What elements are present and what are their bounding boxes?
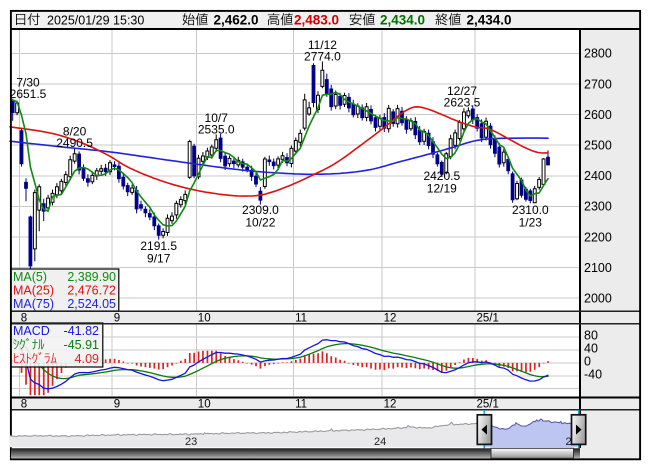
svg-text:23: 23 xyxy=(185,436,197,448)
svg-text:2200: 2200 xyxy=(584,230,612,244)
svg-text:-41.82: -41.82 xyxy=(64,324,99,338)
svg-text:10: 10 xyxy=(198,398,211,410)
svg-text:2774.0: 2774.0 xyxy=(304,49,341,63)
svg-text:MA(75): MA(75) xyxy=(13,297,54,311)
svg-text:2800: 2800 xyxy=(584,47,612,61)
svg-text:2651.5: 2651.5 xyxy=(10,87,47,101)
svg-text:10: 10 xyxy=(198,312,211,324)
svg-text:2400: 2400 xyxy=(584,169,612,183)
svg-text:12: 12 xyxy=(384,398,397,410)
svg-text:2,434.0: 2,434.0 xyxy=(380,12,425,27)
svg-text:0: 0 xyxy=(584,354,591,368)
svg-text:9/17: 9/17 xyxy=(147,252,171,266)
svg-text:11: 11 xyxy=(295,312,307,324)
svg-text:2,483.0: 2,483.0 xyxy=(294,12,339,27)
svg-text:10/7: 10/7 xyxy=(205,111,229,125)
svg-text:2025/01/29 15:30: 2025/01/29 15:30 xyxy=(47,13,144,27)
svg-text:MA(5): MA(5) xyxy=(13,270,47,284)
svg-text:10/22: 10/22 xyxy=(245,216,275,230)
svg-text:24: 24 xyxy=(374,436,386,448)
svg-text:2490.5: 2490.5 xyxy=(56,136,93,150)
svg-text:9: 9 xyxy=(114,312,120,324)
svg-text:2,476.72: 2,476.72 xyxy=(67,283,116,297)
svg-text:8: 8 xyxy=(21,312,27,324)
svg-text:8/20: 8/20 xyxy=(63,125,87,139)
svg-text:12/27: 12/27 xyxy=(447,84,477,98)
svg-text:2300: 2300 xyxy=(584,200,612,214)
svg-text:2623.5: 2623.5 xyxy=(444,95,481,109)
svg-text:12/19: 12/19 xyxy=(427,182,457,196)
svg-text:4.09: 4.09 xyxy=(75,352,99,366)
svg-text:MA(25): MA(25) xyxy=(13,283,54,297)
svg-text:2420.5: 2420.5 xyxy=(423,169,460,183)
svg-text:1/23: 1/23 xyxy=(519,215,543,229)
svg-text:25/1: 25/1 xyxy=(477,398,499,410)
svg-text:-40: -40 xyxy=(584,367,602,381)
svg-text:2309.0: 2309.0 xyxy=(242,203,279,217)
svg-text:8: 8 xyxy=(21,398,27,410)
svg-text:2,389.90: 2,389.90 xyxy=(67,270,116,284)
svg-text:25/1: 25/1 xyxy=(477,312,499,324)
svg-text:9: 9 xyxy=(114,398,120,410)
svg-text:2535.0: 2535.0 xyxy=(198,123,235,137)
svg-text:11: 11 xyxy=(295,398,307,410)
svg-text:40: 40 xyxy=(584,342,598,356)
svg-text:2,462.0: 2,462.0 xyxy=(214,12,259,27)
svg-text:2700: 2700 xyxy=(584,77,612,91)
svg-text:2,434.0: 2,434.0 xyxy=(467,12,512,27)
svg-text:2310.0: 2310.0 xyxy=(512,203,549,217)
svg-text:7/30: 7/30 xyxy=(16,75,40,89)
svg-text:MACD: MACD xyxy=(13,324,50,338)
svg-text:-45.91: -45.91 xyxy=(64,338,99,352)
svg-text:2600: 2600 xyxy=(584,108,612,122)
svg-text:12: 12 xyxy=(384,312,397,324)
svg-text:2191.5: 2191.5 xyxy=(140,239,177,253)
svg-text:2,524.05: 2,524.05 xyxy=(67,297,116,311)
svg-text:2000: 2000 xyxy=(584,292,612,306)
svg-text:80: 80 xyxy=(584,329,598,343)
svg-text:2500: 2500 xyxy=(584,139,612,153)
svg-text:2100: 2100 xyxy=(584,261,612,275)
svg-text:11/12: 11/12 xyxy=(308,38,337,52)
